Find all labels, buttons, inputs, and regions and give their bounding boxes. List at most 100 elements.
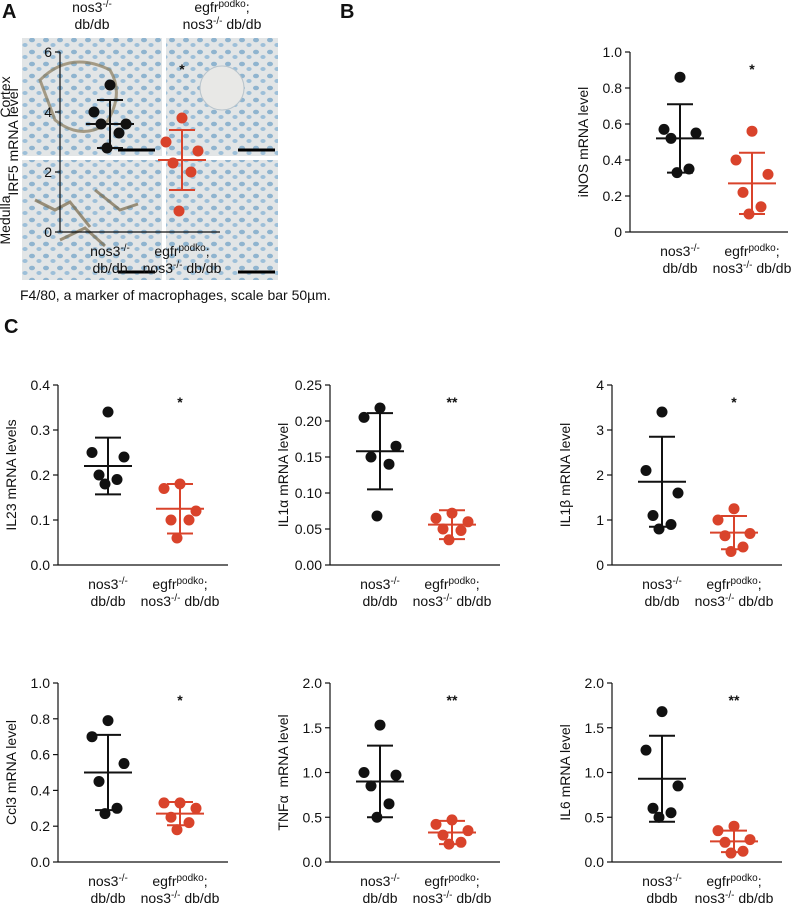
y-tick-label: 1.5 xyxy=(585,720,605,736)
y-tick-label: 2.0 xyxy=(585,675,605,691)
data-point xyxy=(674,71,686,83)
label-part: db/db xyxy=(74,16,109,32)
x-tick-label: db/db xyxy=(644,593,679,609)
data-point xyxy=(672,780,684,792)
label-part: nos3 xyxy=(413,890,444,906)
x-tick-label: nos3-/- xyxy=(360,873,400,890)
label-part: podko xyxy=(448,873,476,884)
label-part: podko xyxy=(218,0,246,10)
data-point xyxy=(185,166,197,178)
image-medulla-1 xyxy=(22,160,162,280)
data-point xyxy=(86,731,98,743)
y-tick-label: 0.00 xyxy=(295,557,322,573)
data-point xyxy=(672,487,684,499)
data-point xyxy=(93,469,105,481)
y-tick-label: 0.05 xyxy=(295,521,322,537)
label-part: db/db xyxy=(90,890,125,906)
data-point xyxy=(437,829,449,841)
data-point xyxy=(430,818,442,830)
label-part: podko xyxy=(176,576,204,587)
label-part: -/- xyxy=(390,576,399,587)
column-label: nos3-/- db/db xyxy=(183,16,262,33)
label-part: db/db xyxy=(662,260,697,276)
panel-label: A xyxy=(2,1,16,23)
x-tick-label: dbdb xyxy=(646,890,677,906)
data-point xyxy=(102,715,114,727)
panel-label: B xyxy=(340,1,354,23)
y-axis-label: iNOS mRNA level xyxy=(575,87,591,197)
data-point xyxy=(690,127,702,139)
label-part: db/db xyxy=(362,593,397,609)
data-point xyxy=(730,154,742,166)
label-part: nos3 xyxy=(713,260,744,276)
significance: * xyxy=(177,692,183,708)
x-tick-label: nos3-/- db/db xyxy=(713,260,792,277)
label-part: egfr xyxy=(194,0,218,15)
x-tick-label: nos3-/- db/db xyxy=(141,890,220,907)
data-point xyxy=(374,719,386,731)
y-tick-label: 0.6 xyxy=(31,747,51,763)
y-tick-label: 2 xyxy=(596,467,604,483)
data-point xyxy=(437,523,449,535)
y-axis-label: IL1α mRNA level xyxy=(275,423,291,528)
data-point xyxy=(93,775,105,787)
y-tick-label: 0.4 xyxy=(603,152,623,168)
image-medulla-2 xyxy=(166,160,278,280)
label-part: ; xyxy=(758,873,762,889)
x-tick-label: nos3-/- xyxy=(660,243,700,260)
y-tick-label: 2.0 xyxy=(303,675,323,691)
label-part: podko xyxy=(448,576,476,587)
data-point xyxy=(455,524,467,536)
label-part: dbdb xyxy=(646,890,677,906)
caption: F4/80, a marker of macrophages, scale ba… xyxy=(20,287,331,303)
y-axis-label: IL6 mRNA level xyxy=(557,724,573,820)
x-tick-label: nos3-/- db/db xyxy=(141,593,220,610)
x-tick-label: db/db xyxy=(90,890,125,906)
x-tick-label: egfrpodko; xyxy=(154,243,209,260)
label-part: -/- xyxy=(443,593,452,604)
label-part: egfr xyxy=(724,243,748,259)
x-tick-label: db/db xyxy=(362,890,397,906)
x-tick-label: nos3-/- xyxy=(642,873,682,890)
data-point xyxy=(176,112,188,124)
label-part: nos3 xyxy=(183,16,214,32)
label-part: ; xyxy=(776,243,780,259)
data-point xyxy=(462,825,474,837)
label-part: ; xyxy=(476,576,480,592)
label-part: -/- xyxy=(725,890,734,901)
data-point xyxy=(647,510,659,521)
data-point xyxy=(656,706,668,718)
x-tick-label: nos3-/- xyxy=(90,243,130,260)
y-axis-label: IL23 mRNA levels xyxy=(3,419,19,530)
data-point xyxy=(358,411,370,423)
label-part: -/- xyxy=(120,243,129,254)
data-point xyxy=(712,825,724,837)
data-point xyxy=(374,402,386,414)
significance: ** xyxy=(729,692,740,708)
label-part: db/db xyxy=(180,593,219,609)
label-part: -/- xyxy=(213,16,222,27)
data-point xyxy=(118,758,130,770)
data-point xyxy=(665,519,677,530)
x-tick-label: nos3-/- db/db xyxy=(143,260,222,277)
label-part: egfr xyxy=(706,873,730,889)
data-point xyxy=(390,769,402,781)
x-tick-label: db/db xyxy=(92,260,127,276)
data-point xyxy=(190,505,202,517)
label-part: -/- xyxy=(672,576,681,587)
x-tick-label: nos3-/- db/db xyxy=(413,593,492,610)
data-point xyxy=(665,807,677,819)
label-part: egfr xyxy=(424,873,448,889)
label-part: podko xyxy=(730,873,758,884)
y-tick-label: 0.4 xyxy=(31,377,51,393)
y-axis-label: IRF5 mRNA level xyxy=(5,88,21,195)
data-point xyxy=(171,824,183,836)
label-part: -/- xyxy=(171,593,180,604)
y-tick-label: 1.0 xyxy=(31,675,51,691)
data-point xyxy=(640,465,652,476)
data-point xyxy=(113,127,125,139)
data-point xyxy=(88,106,100,118)
x-tick-label: db/db xyxy=(90,593,125,609)
y-tick-label: 0 xyxy=(614,224,622,240)
